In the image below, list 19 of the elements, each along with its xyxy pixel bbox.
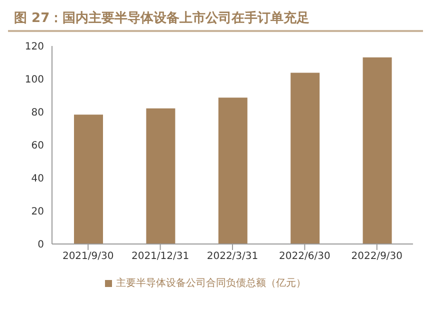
legend-label: 主要半导体设备公司合同负债总额（亿元） bbox=[116, 278, 306, 289]
y-tick-label: 80 bbox=[31, 108, 44, 119]
x-tick-label: 2022/9/30 bbox=[351, 251, 403, 262]
bar bbox=[290, 72, 320, 244]
y-tick-label: 100 bbox=[24, 74, 44, 86]
bar bbox=[146, 108, 176, 244]
y-tick-label: 40 bbox=[31, 174, 44, 185]
x-tick-label: 2022/6/30 bbox=[279, 251, 330, 262]
y-tick-label: 120 bbox=[24, 42, 44, 53]
bar bbox=[74, 114, 103, 244]
y-tick-label: 20 bbox=[31, 206, 44, 218]
x-tick-label: 2022/3/31 bbox=[206, 251, 258, 262]
bar bbox=[218, 98, 248, 244]
x-tick-label: 2021/9/30 bbox=[62, 251, 114, 262]
y-tick-label: 0 bbox=[38, 240, 44, 251]
chart-title: 图 27：国内主要半导体设备上市公司在手订单充足 bbox=[8, 8, 423, 32]
y-tick-label: 60 bbox=[31, 140, 44, 152]
x-tick-label: 2021/12/31 bbox=[131, 251, 190, 262]
bar bbox=[362, 57, 392, 244]
